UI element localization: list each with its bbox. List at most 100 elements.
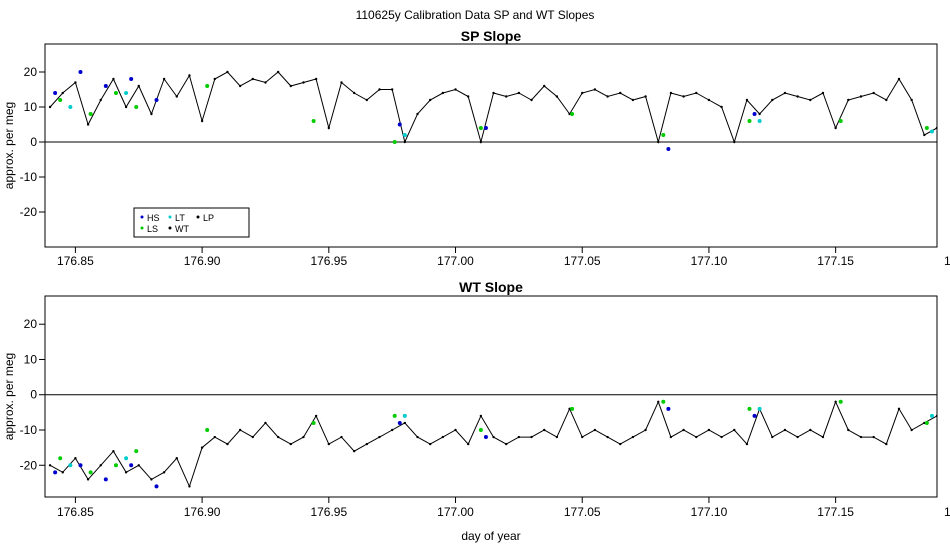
sp-data-point (251, 77, 254, 81)
wt-data-point (58, 456, 63, 461)
wt-data-point (327, 442, 331, 446)
sp-data-point (378, 88, 381, 91)
wt-data-point (796, 435, 799, 439)
wt-data-point (68, 463, 73, 468)
wt-slope-panel: WT Slope 176.85 176.90 176.95 177.00 177.05 17… (2, 279, 950, 543)
wt-data-point (923, 421, 926, 425)
wt-y-tick-label: -20 (20, 458, 38, 472)
wt-y-tick-label: 0 (30, 388, 37, 402)
wt-data-point (289, 442, 293, 446)
sp-x-tick-label: 177.00 (437, 254, 474, 268)
sp-data-point (758, 112, 761, 116)
wt-data-point (593, 428, 597, 432)
sp-data-point (58, 98, 63, 102)
wt-data-point (682, 428, 685, 432)
wt-data-point (669, 435, 673, 439)
legend-marker (168, 215, 172, 219)
wt-data-point (619, 442, 622, 446)
sp-data-point (568, 112, 571, 116)
wt-plot-frame (44, 295, 938, 498)
wt-data-point (416, 435, 419, 439)
sp-data-point (454, 88, 457, 91)
sp-x-tick-label: 177.15 (817, 254, 854, 268)
wt-data-point (885, 442, 888, 446)
sp-data-point (99, 98, 102, 102)
sp-y-tick-label: 10 (24, 100, 38, 114)
sp-data-point (213, 77, 216, 81)
sp-data-point (872, 91, 875, 95)
sp-data-point (428, 98, 432, 102)
wt-data-point (365, 442, 369, 446)
wt-data-point (695, 435, 698, 439)
sp-y-tick-label: 20 (24, 65, 38, 79)
wt-data-point (134, 449, 139, 454)
wt-x-tick-label: 177.10 (691, 505, 728, 519)
sp-data-point (771, 98, 774, 102)
wt-data-point (606, 435, 609, 439)
sp-data-point (606, 95, 609, 98)
wt-data-point (238, 428, 242, 432)
wt-data-point (783, 428, 787, 432)
wt-data-point (570, 406, 575, 411)
wt-x-axis-label: day of year (461, 529, 520, 543)
wt-data-point (403, 421, 407, 425)
sp-data-point (838, 119, 843, 123)
wt-data-point (61, 471, 64, 474)
wt-data-point (809, 428, 812, 432)
wt-data-point (48, 464, 52, 467)
wt-data-point (530, 435, 533, 439)
sp-data-point (302, 81, 305, 84)
sp-data-point (809, 98, 812, 102)
sp-data-point (543, 84, 546, 88)
sp-data-point (747, 119, 752, 123)
legend-label: WT (175, 224, 189, 234)
wt-data-point (859, 435, 863, 439)
sp-y-tick-label: 0 (30, 135, 37, 149)
sp-data-point (517, 91, 521, 95)
sp-data-point (314, 77, 318, 81)
sp-data-point (834, 126, 837, 130)
wt-data-point (226, 442, 229, 446)
wt-data-point (124, 456, 129, 461)
sp-data-point (124, 105, 128, 109)
sp-data-point (483, 126, 488, 130)
sp-data-point (88, 112, 93, 116)
wt-data-point (188, 485, 191, 488)
wt-chart-title: WT Slope (459, 279, 523, 295)
wt-data-point (200, 446, 204, 449)
sp-data-point (134, 105, 139, 109)
wt-data-point (205, 428, 210, 432)
wt-data-point (631, 435, 635, 439)
sp-chart-title: SP Slope (461, 28, 522, 44)
sp-data-point (327, 126, 331, 130)
wt-series-line (49, 400, 937, 488)
wt-data-layer (48, 399, 937, 489)
wt-data-point (771, 435, 774, 439)
sp-data-point (200, 119, 204, 123)
wt-data-point (666, 406, 671, 411)
wt-data-point (517, 435, 521, 439)
sp-data-point (311, 119, 316, 123)
sp-data-point (48, 105, 52, 109)
wt-data-point (113, 463, 118, 468)
wt-data-point (935, 414, 937, 418)
sp-data-point (707, 98, 711, 102)
legend-label: LS (147, 224, 158, 234)
legend-marker (196, 215, 200, 219)
wt-x-tick-label: 177.15 (817, 505, 854, 519)
sp-x-tick-label: 177.05 (564, 254, 601, 268)
legend-label: HS (147, 213, 160, 223)
wt-data-point (314, 414, 318, 418)
wt-y-axis-label: approx. per meg (2, 353, 16, 440)
wt-x-tick-label: 177.05 (564, 505, 601, 519)
wt-x-tick-label: 177.00 (437, 505, 474, 519)
wt-data-point (847, 428, 850, 432)
sp-data-point (466, 95, 470, 98)
wt-data-point (112, 449, 115, 453)
wt-y-tick-label: 10 (24, 352, 38, 366)
sp-data-point (205, 84, 210, 88)
wt-data-point (392, 413, 397, 418)
sp-data-point (154, 98, 159, 102)
sp-data-point (924, 126, 929, 130)
page-title: 110625y Calibration Data SP and WT Slope… (355, 8, 595, 22)
